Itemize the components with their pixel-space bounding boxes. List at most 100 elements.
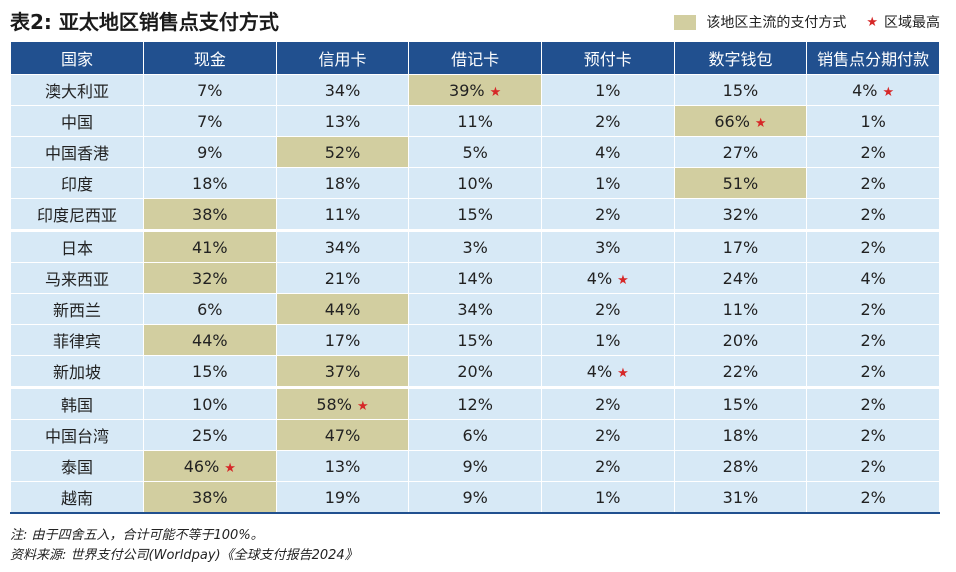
row: 新西兰 6% 44% 34% 2% 11% 2% <box>10 293 940 325</box>
cell: 15% <box>408 198 542 231</box>
cell: 10% <box>143 386 277 420</box>
cell: 12% <box>408 386 542 420</box>
cell: 51% <box>673 167 808 199</box>
cell: 2% <box>806 419 940 451</box>
cell: 27% <box>673 136 808 168</box>
cell-text: 15% <box>722 80 759 100</box>
cell: 17% <box>673 229 808 263</box>
cell-text: 24% <box>722 268 759 288</box>
cell: 25% <box>143 419 277 451</box>
cell: 9% <box>143 136 277 168</box>
star-icon: ★ <box>489 84 502 100</box>
cell: 31% <box>673 481 808 514</box>
cell-text: 34% <box>324 80 361 100</box>
row: 中国台湾 25% 47% 6% 2% 18% 2% <box>10 419 940 451</box>
notes: 注: 由于四舍五入，合计可能不等于100%。 资料来源: 世界支付公司(World… <box>10 526 358 566</box>
cell: 11% <box>408 105 542 137</box>
cell-text: 2% <box>860 456 886 476</box>
cell: 20% <box>673 324 808 356</box>
cell-text: 46% <box>183 456 220 476</box>
cell: 2% <box>540 198 675 231</box>
cell-text: 18% <box>722 425 759 445</box>
cell: 2% <box>540 386 675 420</box>
cell-text: 15% <box>722 394 759 414</box>
row-label: 印度 <box>10 167 144 199</box>
cell: 46% ★ <box>143 450 277 482</box>
table: 国家 现金 信用卡 借记卡 预付卡 数字钱包 销售点分期付款 澳大利亚 7% 34% 39% ★ 1% 1… <box>10 42 940 514</box>
cell-text: 1% <box>595 487 621 507</box>
header-row: 国家 现金 信用卡 借记卡 预付卡 数字钱包 销售点分期付款 <box>10 42 940 75</box>
cell: 6% <box>408 419 542 451</box>
cell: 4% ★ <box>540 355 675 388</box>
header-cell: 数字钱包 <box>673 42 808 75</box>
row: 印度尼西亚 38% 11% 15% 2% 32% 2% <box>10 198 940 231</box>
cell-text: 15% <box>457 204 493 224</box>
header-cell: 国家 <box>10 42 144 75</box>
cell-text: 4% <box>852 80 878 100</box>
cell-text: 38% <box>192 487 228 507</box>
cell-text: 4% <box>586 268 613 288</box>
cell-text: 66% <box>714 111 750 131</box>
cell: 52% <box>275 136 410 168</box>
star-icon: ★ <box>617 365 629 381</box>
cell-text: 9% <box>462 456 488 476</box>
row: 中国 7% 13% 11% 2% 66% ★ 1% <box>10 105 940 137</box>
row: 澳大利亚 7% 34% 39% ★ 1% 15% 4% ★ <box>10 74 940 106</box>
star-icon: ★ <box>882 84 895 100</box>
cell: 2% <box>540 450 675 482</box>
cell-text: 31% <box>722 487 759 507</box>
cell-text: 25% <box>192 425 228 445</box>
row: 马来西亚 32% 21% 14% 4% ★ 24% 4% <box>10 262 940 294</box>
cell-text: 2% <box>595 425 621 445</box>
cell-text: 4% <box>860 268 886 288</box>
cell: 2% <box>806 481 940 514</box>
cell: 2% <box>806 293 940 325</box>
cell: 3% <box>408 229 542 263</box>
header-cell: 现金 <box>143 42 277 75</box>
row-label: 新加坡 <box>10 355 144 388</box>
cell-text: 1% <box>595 80 621 100</box>
header-cell: 信用卡 <box>275 42 410 75</box>
row: 新加坡 15% 37% 20% 4% ★ 22% 2% <box>10 355 940 388</box>
cell: 24% <box>673 262 808 294</box>
legend-label: 区域最高 <box>884 15 940 31</box>
cell-text: 17% <box>324 330 361 350</box>
cell: 32% <box>143 262 277 294</box>
cell: 41% <box>143 229 277 263</box>
cell: 7% <box>143 74 277 106</box>
cell-text: 7% <box>197 111 223 131</box>
cell-text: 44% <box>324 299 361 319</box>
cell: 32% <box>673 198 808 231</box>
cell-text: 2% <box>860 394 886 414</box>
cell: 28% <box>673 450 808 482</box>
row-label: 中国台湾 <box>10 419 144 451</box>
cell: 13% <box>275 105 410 137</box>
cell-text: 51% <box>722 173 759 193</box>
cell: 19% <box>275 481 410 514</box>
cell-text: 2% <box>860 361 886 381</box>
header-cell: 销售点分期付款 <box>806 42 940 75</box>
cell: 14% <box>408 262 542 294</box>
cell-text: 13% <box>324 111 361 131</box>
row-label: 新西兰 <box>10 293 144 325</box>
cell-text: 2% <box>860 425 886 445</box>
cell: 2% <box>806 136 940 168</box>
cell-text: 19% <box>324 487 361 507</box>
cell: 66% ★ <box>673 105 808 137</box>
cell: 2% <box>806 324 940 356</box>
cell-text: 34% <box>457 299 493 319</box>
cell: 5% <box>408 136 542 168</box>
cell: 11% <box>275 198 410 231</box>
cell-text: 18% <box>192 173 228 193</box>
cell: 4% <box>540 136 675 168</box>
cell-text: 9% <box>197 142 223 162</box>
row-label: 印度尼西亚 <box>10 198 144 231</box>
cell: 9% <box>408 450 542 482</box>
cell: 4% <box>806 262 940 294</box>
cell-text: 32% <box>722 204 759 224</box>
cell-text: 15% <box>192 361 228 381</box>
cell: 4% ★ <box>540 262 675 294</box>
cell: 15% <box>143 355 277 388</box>
cell-text: 11% <box>722 299 759 319</box>
